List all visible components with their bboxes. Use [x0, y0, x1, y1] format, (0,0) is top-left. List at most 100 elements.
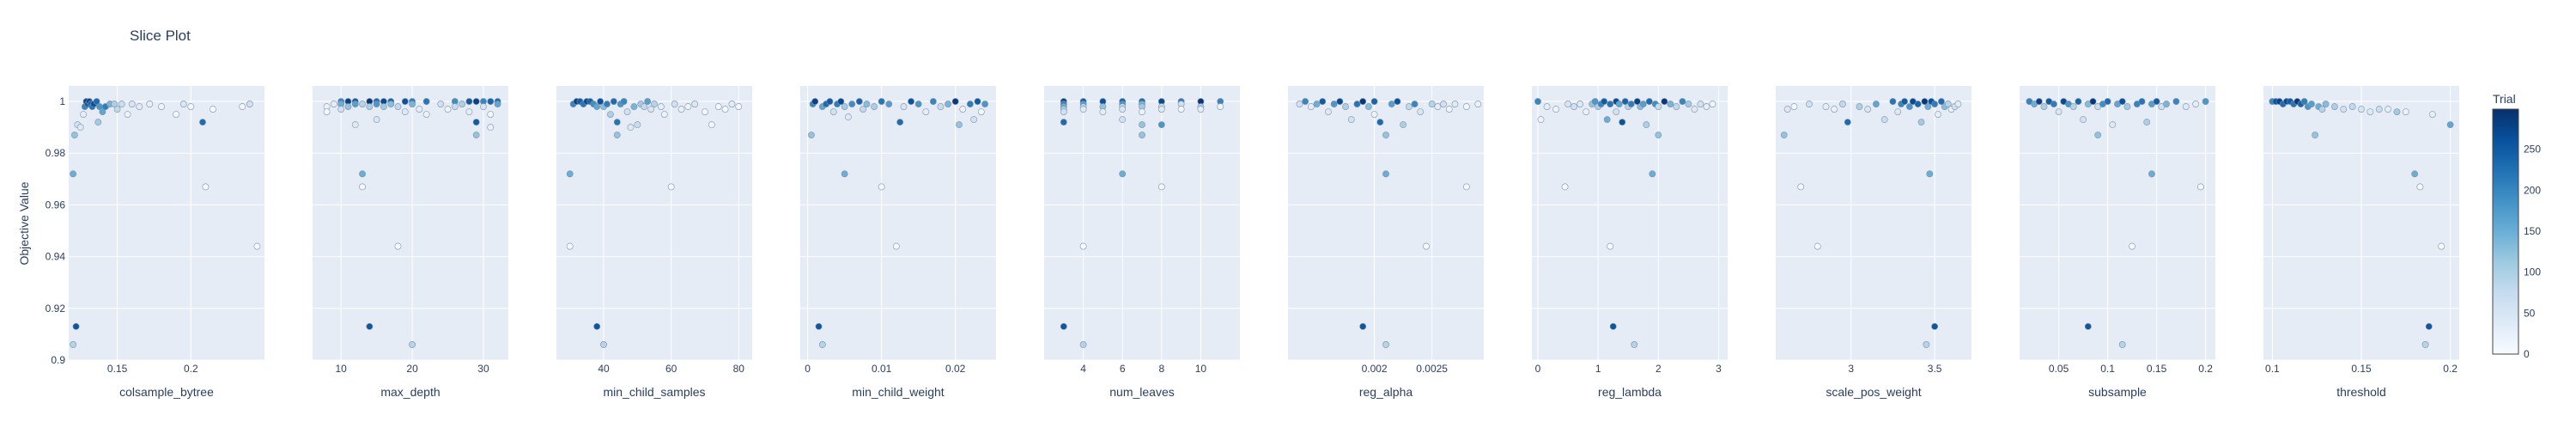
data-point — [677, 106, 685, 113]
data-point — [1856, 103, 1863, 110]
data-point — [494, 101, 501, 107]
data-point — [2153, 98, 2160, 105]
data-point — [1440, 101, 1447, 107]
data-point — [922, 108, 930, 115]
data-point — [837, 98, 845, 105]
x-axis-label: max_depth — [380, 385, 440, 399]
data-point — [2331, 103, 2338, 110]
data-point — [2129, 242, 2136, 250]
data-point — [929, 98, 937, 105]
colorbar-tick-label: 200 — [2524, 184, 2541, 196]
data-point — [644, 98, 652, 105]
chart-title: Slice Plot — [130, 28, 191, 44]
data-point — [2055, 108, 2063, 115]
data-point — [337, 106, 345, 113]
data-point — [179, 101, 187, 107]
data-point — [1790, 103, 1798, 110]
data-point — [1139, 131, 1145, 139]
data-point — [1353, 101, 1361, 107]
data-point — [1923, 341, 1930, 348]
data-point — [606, 111, 614, 119]
data-point — [1119, 116, 1127, 124]
data-point — [1880, 116, 1888, 124]
x-tick-label: 0.2 — [2443, 363, 2458, 375]
data-point — [1330, 101, 1338, 107]
data-point — [970, 116, 978, 124]
data-point — [351, 121, 359, 129]
data-point — [1613, 108, 1620, 115]
data-point — [566, 170, 574, 178]
data-point — [1643, 121, 1650, 129]
data-point — [366, 103, 374, 110]
data-point — [409, 101, 416, 107]
data-point — [387, 101, 395, 107]
data-point — [422, 98, 430, 105]
data-point — [1382, 341, 1389, 348]
x-tick-label: 80 — [733, 363, 745, 375]
data-point — [94, 119, 102, 126]
colorbar-tick-label: 0 — [2524, 348, 2530, 360]
data-point — [2202, 98, 2209, 105]
data-point — [613, 119, 621, 126]
plot-area — [1532, 86, 1728, 360]
data-point — [394, 103, 402, 110]
data-point — [1445, 106, 1453, 113]
data-point — [1905, 103, 1913, 110]
data-point — [1561, 183, 1569, 191]
data-point — [2035, 98, 2043, 105]
data-point — [459, 101, 466, 107]
data-point — [1901, 98, 1908, 105]
data-point — [667, 183, 675, 191]
y-tick-label: 1 — [59, 95, 65, 107]
data-point — [1944, 101, 1952, 107]
data-point — [860, 106, 867, 113]
data-point — [914, 101, 922, 107]
x-axis-label: reg_lambda — [1598, 385, 1662, 399]
data-point — [841, 103, 848, 110]
data-point — [1079, 242, 1087, 250]
data-point — [2322, 101, 2330, 107]
data-point — [1382, 170, 1389, 178]
data-point — [80, 111, 88, 119]
data-point — [1649, 170, 1656, 178]
data-point — [1119, 106, 1127, 113]
data-point — [1462, 103, 1470, 110]
data-point — [1417, 108, 1425, 115]
data-point — [2172, 98, 2180, 105]
data-point — [2308, 101, 2315, 107]
data-point — [1631, 341, 1638, 348]
data-point — [1814, 242, 1821, 250]
data-point — [1806, 101, 1813, 107]
data-point — [1359, 98, 1367, 105]
data-point — [597, 98, 605, 105]
data-point — [2366, 108, 2374, 115]
data-point — [627, 124, 635, 131]
data-point — [1655, 131, 1662, 139]
x-axis-label: min_child_weight — [852, 385, 945, 399]
data-point — [2425, 322, 2433, 330]
data-point — [708, 121, 715, 129]
data-point — [620, 98, 628, 105]
data-point — [1157, 106, 1165, 113]
data-point — [630, 103, 638, 110]
x-tick-label: 10 — [1195, 363, 1207, 375]
data-point — [2192, 101, 2200, 107]
data-point — [480, 103, 487, 110]
data-point — [422, 111, 430, 119]
x-axis-label: threshold — [2336, 385, 2386, 399]
data-point — [1336, 98, 1344, 105]
data-point — [1607, 242, 1614, 250]
data-point — [1917, 119, 1925, 126]
plot-area — [1776, 86, 1971, 360]
data-point — [136, 103, 143, 110]
data-point — [2393, 108, 2401, 115]
data-point — [202, 183, 210, 191]
colorbar-tick-label: 250 — [2524, 144, 2541, 156]
data-point — [1543, 103, 1551, 110]
data-point — [1921, 98, 1929, 105]
data-point — [613, 131, 621, 139]
plot-area — [313, 86, 508, 360]
data-point — [845, 113, 852, 121]
data-point — [70, 131, 78, 139]
